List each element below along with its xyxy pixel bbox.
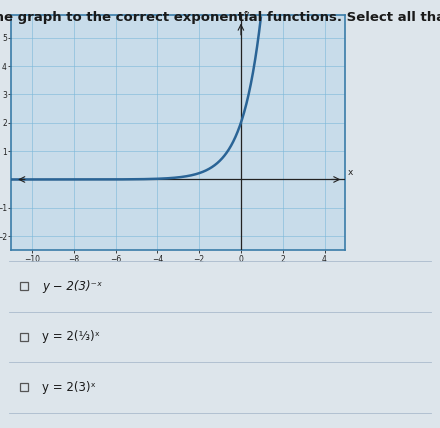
Text: y = 2(3)ˣ: y = 2(3)ˣ	[42, 381, 95, 394]
Text: Match the graph to the correct exponential functions. Select all that apply.: Match the graph to the correct exponenti…	[0, 11, 440, 24]
Text: y = 2(⅓)ˣ: y = 2(⅓)ˣ	[42, 330, 100, 343]
Text: y: y	[244, 10, 249, 19]
Text: x: x	[348, 168, 353, 177]
Text: y − 2(3)⁻ˣ: y − 2(3)⁻ˣ	[42, 280, 102, 293]
